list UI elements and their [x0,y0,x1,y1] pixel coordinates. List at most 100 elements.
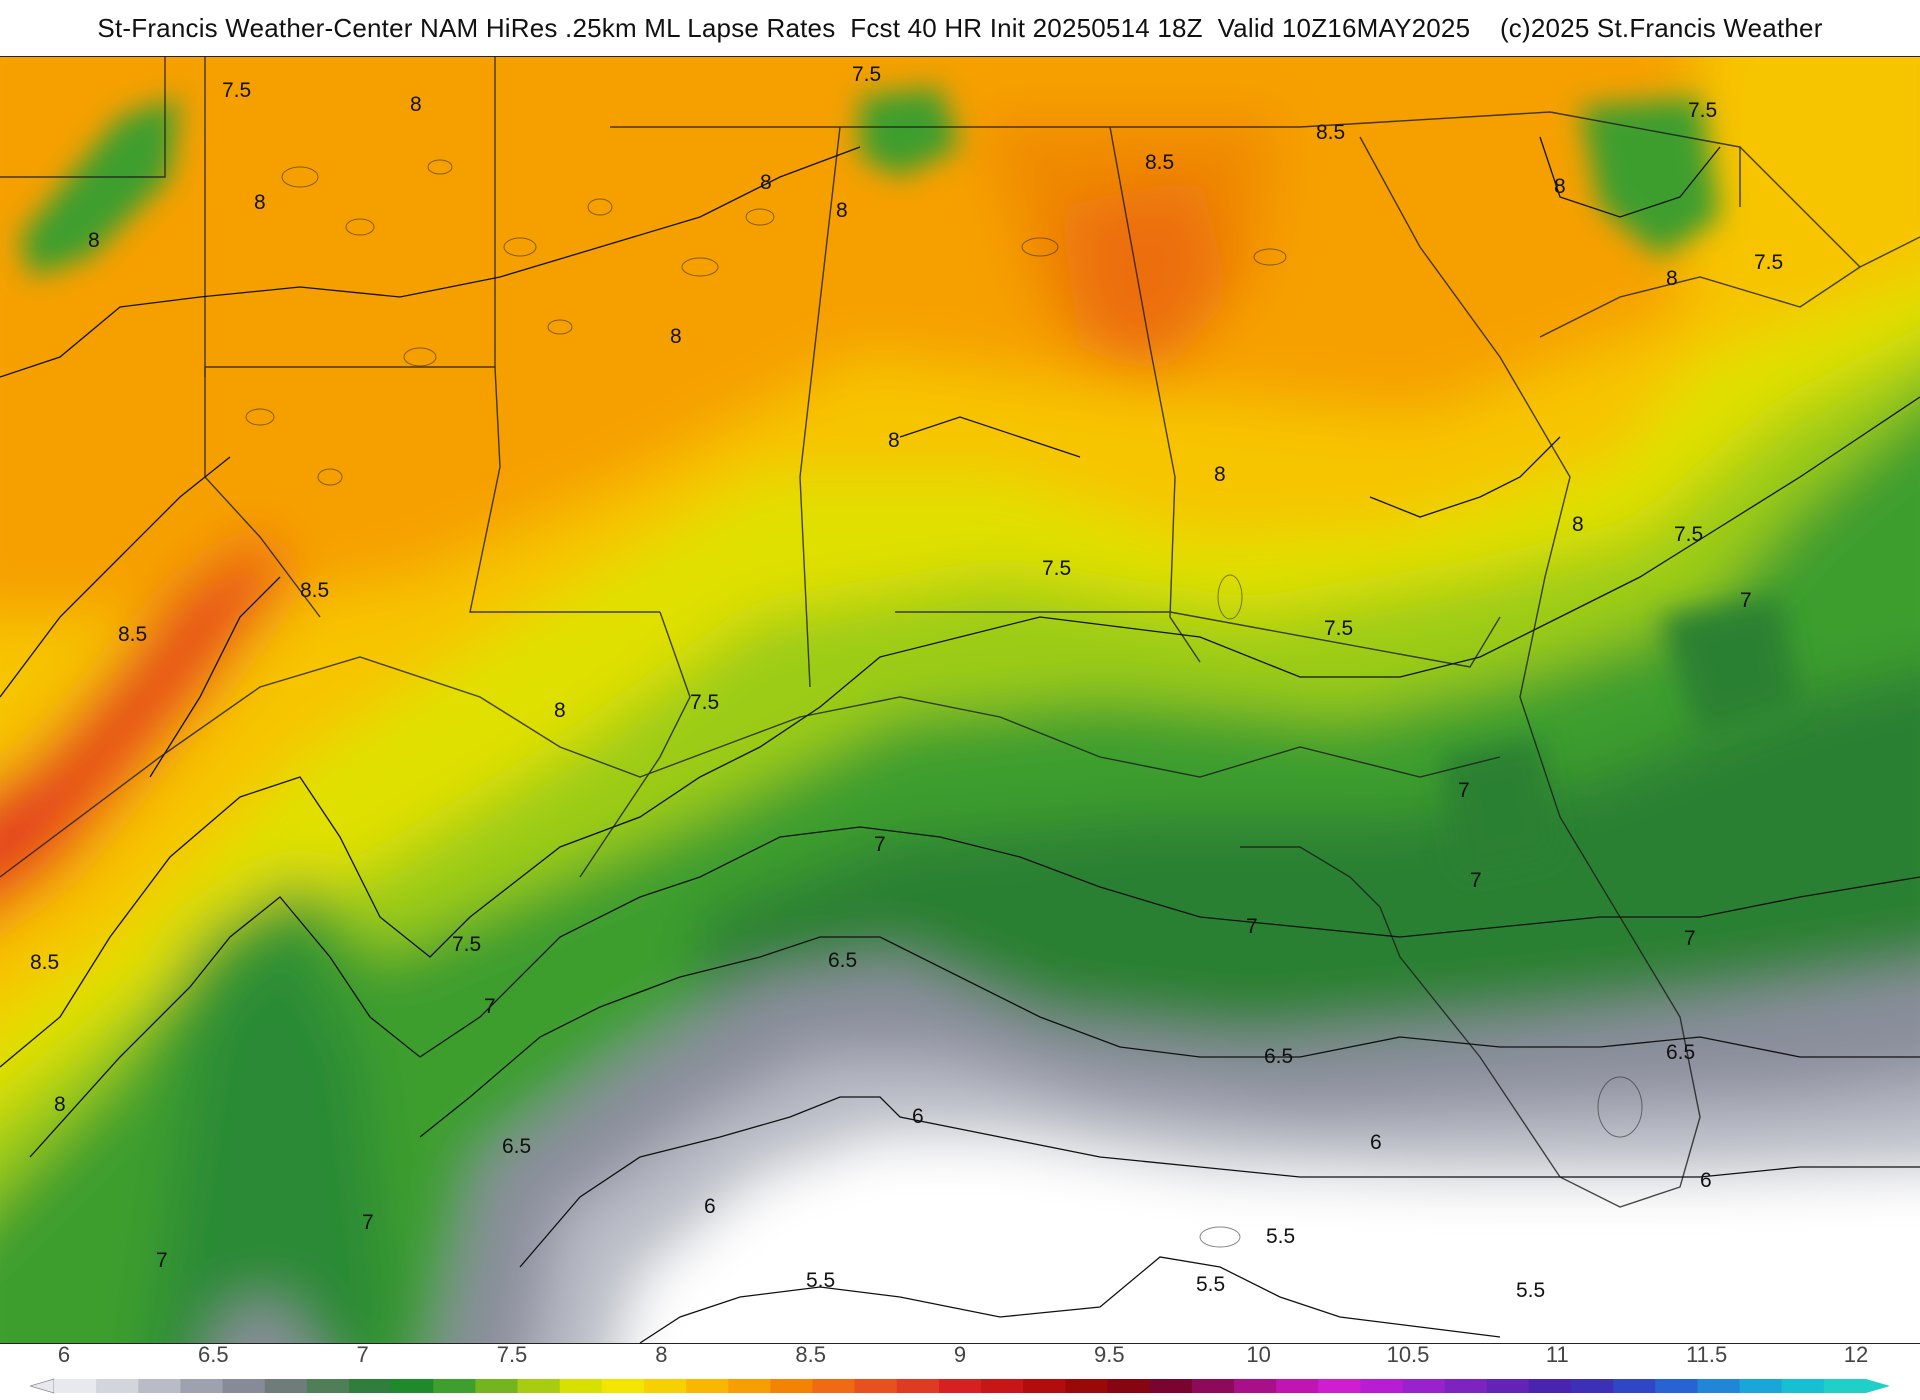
scale-color-cell [981,1379,1024,1393]
scale-color-cell [1318,1379,1361,1393]
scale-color-cell [1360,1379,1403,1393]
scale-tick-label: 8.5 [795,1342,826,1368]
scale-tick-label: 11.5 [1686,1342,1727,1368]
scale-color-cell [433,1379,476,1393]
contour-label: 6.5 [1264,1045,1293,1068]
contour-label: 8 [1214,463,1226,486]
contour-label: 8 [760,171,772,194]
contour-label: 8 [1554,175,1566,198]
scale-color-cell [855,1379,898,1393]
color-scale-bar [30,1378,1890,1394]
scale-arrow-left [30,1379,54,1393]
contour-label: 7.5 [1688,99,1717,122]
scale-color-cell [728,1379,771,1393]
scale-color-cell [1529,1379,1572,1393]
scale-color-cell [1487,1379,1530,1393]
contour-label: 6 [1700,1169,1712,1192]
scale-color-cell [1107,1379,1150,1393]
contour-label: 5.5 [1516,1279,1545,1302]
contour-label: 8 [1666,267,1678,290]
scale-color-cell [1065,1379,1108,1393]
contour-label: 7.5 [1324,617,1353,640]
scale-tick-label: 7 [357,1342,369,1368]
contour-label: 7 [1684,927,1696,950]
contour-label: 6.5 [1666,1041,1695,1064]
scale-tick-label: 6.5 [198,1342,229,1368]
contour-label: 7.5 [690,691,719,714]
scale-color-cell [939,1379,982,1393]
contour-label: 5.5 [806,1269,835,1292]
scale-color-cell [560,1379,603,1393]
contour-label: 6.5 [828,949,857,972]
scale-tick-label: 9.5 [1094,1342,1125,1368]
contour-label: 8 [670,325,682,348]
scale-color-cell [1613,1379,1656,1393]
scale-color-cell [1402,1379,1445,1393]
contour-label: 8 [888,429,900,452]
contour-label: 6 [912,1105,924,1128]
contour-label: 8 [88,229,100,252]
contour-label: 8 [410,93,422,116]
scale-color-cell [686,1379,729,1393]
scale-color-cell [1824,1379,1867,1393]
contour-label: 7 [874,833,886,856]
scale-color-cell [1192,1379,1235,1393]
scale-tick-label: 6 [58,1342,70,1368]
scale-color-cell [897,1379,940,1393]
scale-color-cell [770,1379,813,1393]
scale-color-cell [96,1379,139,1393]
contour-label: 7.5 [222,79,251,102]
contour-label: 7.5 [852,63,881,86]
contour-label: 7 [1470,869,1482,892]
contour-label: 8.5 [118,623,147,646]
scale-color-cell [644,1379,687,1393]
scale-color-cell [391,1379,434,1393]
map-title: St-Francis Weather-Center NAM HiRes .25k… [0,0,1920,56]
scale-tick-label: 10 [1246,1342,1270,1368]
scale-color-cell [1150,1379,1193,1393]
scale-color-cell [475,1379,518,1393]
scale-color-cell [307,1379,350,1393]
scale-color-cell [1655,1379,1698,1393]
color-scale-labels: 6 6.5 7 7.5 8 8.5 9 9.5 10 10.5 11 11.5 12 [0,1342,1920,1372]
scale-color-cell [138,1379,181,1393]
scale-color-cell [1782,1379,1825,1393]
contour-label: 8.5 [1316,121,1345,144]
contour-label: 5.5 [1266,1225,1295,1248]
scale-tick-label: 11 [1546,1342,1569,1368]
scale-color-cell [1276,1379,1319,1393]
contour-label: 7 [1246,915,1258,938]
scale-color-cell [1023,1379,1066,1393]
contour-label: 7 [156,1249,168,1272]
scale-color-cell [518,1379,561,1393]
scale-color-cell [223,1379,266,1393]
scale-tick-label: 8 [655,1342,667,1368]
scale-color-cell [180,1379,223,1393]
contour-label: 8 [54,1093,66,1116]
contour-label: 7.5 [1674,523,1703,546]
scale-color-cell [265,1379,308,1393]
contour-label: 8 [554,699,566,722]
contour-label: 5.5 [1196,1273,1225,1296]
contour-label: 7.5 [1042,557,1071,580]
filled-field [0,57,1920,1343]
scale-color-cell [1571,1379,1614,1393]
scale-color-cell [813,1379,856,1393]
contour-label: 7 [362,1211,374,1234]
scale-color-cell [54,1379,97,1393]
scale-arrow-right [1866,1379,1890,1393]
scale-tick-label: 7.5 [497,1342,528,1368]
contour-label: 7 [1740,589,1752,612]
scale-color-cell [602,1379,645,1393]
contour-label: 8 [836,199,848,222]
contour-label: 8 [1572,513,1584,536]
scale-tick-label: 12 [1844,1342,1868,1368]
scale-color-cell [1697,1379,1740,1393]
contour-label: 7 [484,995,496,1018]
contour-label: 7.5 [452,933,481,956]
contour-label: 8.5 [1145,151,1174,174]
scale-color-cell [1740,1379,1783,1393]
scale-color-cell [1445,1379,1488,1393]
contour-label: 7 [1458,779,1470,802]
contour-label: 8 [254,191,266,214]
